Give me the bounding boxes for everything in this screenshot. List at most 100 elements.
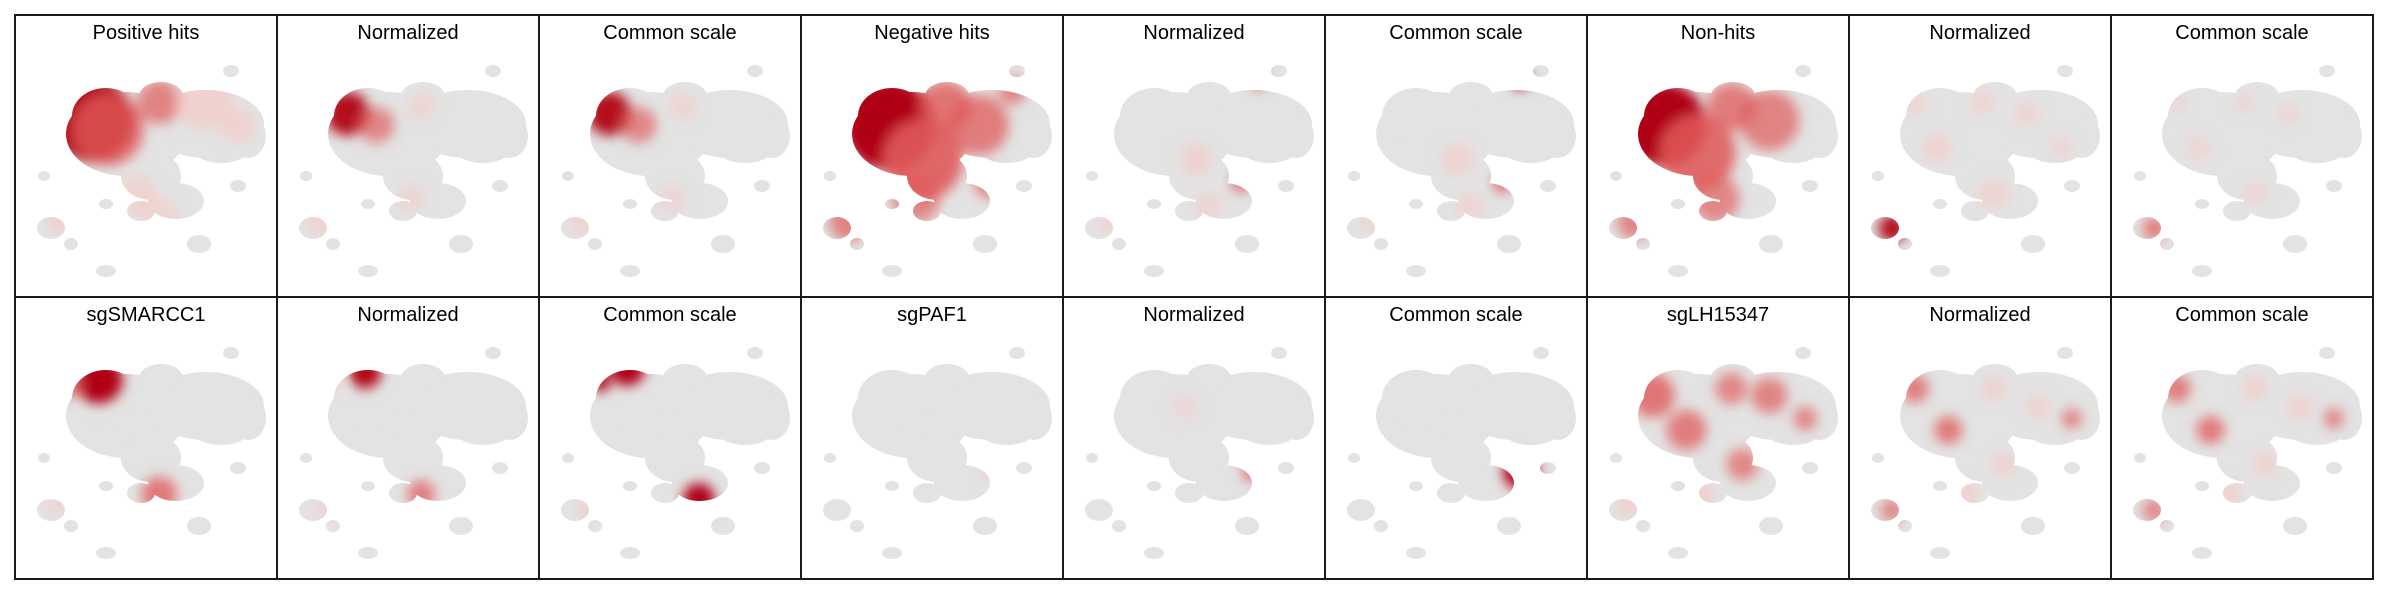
density-overlay [568,91,698,236]
density-hotspot [590,371,611,392]
density-hotspot [1773,168,1802,197]
density-hotspot [1690,239,1715,264]
cell-cluster [711,235,735,253]
density-hotspot [407,480,436,509]
density-hotspot [358,107,395,143]
density-hotspot [2288,395,2312,419]
cell-cluster [1278,180,1294,192]
cell-cluster [1144,547,1164,559]
density-hotspot [568,207,597,236]
panel-title: Common scale [2175,22,2309,44]
cell-background [1347,347,1576,559]
cell-cluster [620,265,640,277]
cell-cluster [2064,180,2080,192]
cell-cluster [1348,453,1360,463]
umap-embedding-plot [1871,347,2100,559]
cell-cluster [747,347,763,359]
density-hotspot [948,95,1009,155]
cell-cluster [823,499,851,521]
cell-cluster [1374,520,1388,532]
cell-cluster [99,199,113,209]
cell-cluster [1795,65,1811,77]
density-hotspot [2142,498,2167,523]
cell-cluster [1187,364,1231,392]
density-hotspot [2050,138,2071,158]
cell-cluster [2064,114,2100,158]
density-hotspot [113,239,138,264]
panel-title: sgLH15347 [1666,304,1770,326]
cell-cluster [1409,481,1423,491]
cell-cluster [1278,114,1314,158]
panel-title: Normalized [357,22,459,44]
cell-cluster [2319,65,2335,77]
density-hotspot [1455,191,1484,220]
cell-cluster [1449,82,1493,110]
cell-cluster [1187,82,1231,110]
cell-cluster [1235,235,1259,253]
density-hotspot [407,92,436,121]
panel-title: Common scale [603,304,737,326]
cell-cluster [1348,171,1360,181]
umap-embedding-plot [561,347,790,559]
cell-cluster [1540,396,1576,440]
cell-cluster [99,481,113,491]
umap-embedding-plot [823,65,1052,277]
cell-cluster [2057,65,2073,77]
cell-cluster [973,235,997,253]
cell-cluster [1898,238,1912,250]
density-hotspot [1098,209,1123,234]
cell-cluster [2326,180,2342,192]
umap-panel: Positive hits [14,14,278,298]
cell-cluster [300,171,312,181]
cell-cluster [1449,364,1493,392]
cell-cluster [96,547,116,559]
cell-cluster [64,520,78,532]
cell-cluster [2195,481,2209,491]
density-hotspot [1242,461,1262,482]
umap-panel: Normalized [276,14,540,298]
density-hotspot [1977,178,2010,210]
cell-cluster [858,370,926,426]
cell-cluster [2319,347,2335,359]
cell-cluster [824,171,836,181]
cell-cluster [492,462,508,474]
cell-cluster [1144,265,1164,277]
cell-cluster [1406,547,1426,559]
cell-cluster [187,517,211,535]
cell-cluster [1759,517,1783,535]
cell-cluster [1147,481,1161,491]
cell-cluster [2064,396,2100,440]
density-hotspot [1981,376,2006,401]
cell-cluster [2244,465,2300,501]
cell-cluster [882,547,902,559]
umap-panel: Normalized [1848,296,2112,580]
density-hotspot [1616,203,1653,240]
density-overlay [980,461,1000,482]
cell-cluster [449,517,473,535]
cell-cluster [711,517,735,535]
umap-panel: Common scale [1324,14,1588,298]
cell-cluster [1271,65,1287,77]
density-hotspot [669,92,698,121]
density-hotspot [71,93,144,166]
density-hotspot [1726,448,1759,481]
density-hotspot [620,107,657,143]
cell-cluster [2283,517,2307,535]
panel-title: Normalized [1929,304,2031,326]
cell-cluster [326,520,340,532]
cell-cluster [96,265,116,277]
panel-title: Non-hits [1680,22,1756,44]
panel-title: Normalized [357,304,459,326]
panel-title: Normalized [1143,304,1245,326]
cell-cluster [1668,265,1688,277]
cell-cluster [1016,396,1052,440]
cell-cluster [1533,347,1549,359]
density-hotspot [1630,373,1675,418]
cell-cluster [2134,453,2146,463]
cell-cluster [1406,265,1426,277]
density-hotspot [2196,416,2225,444]
cell-cluster [1112,520,1126,532]
density-hotspot [1880,498,1905,523]
cell-cluster [1016,180,1032,192]
panel-title: Positive hits [92,22,200,44]
